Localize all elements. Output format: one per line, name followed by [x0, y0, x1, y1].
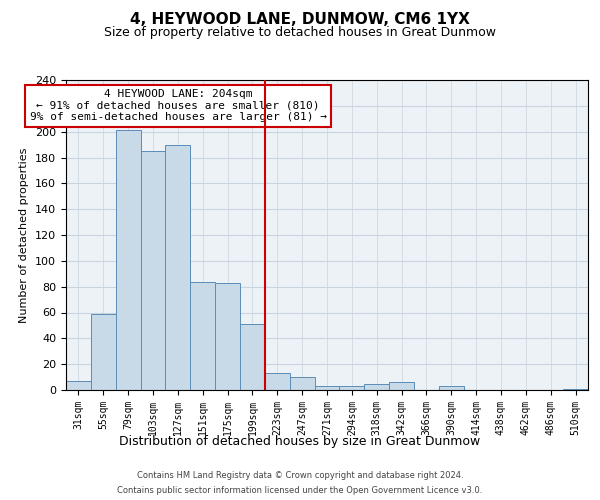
Bar — [340, 386, 364, 390]
Bar — [290, 377, 314, 390]
Bar — [215, 283, 240, 390]
Text: Size of property relative to detached houses in Great Dunmow: Size of property relative to detached ho… — [104, 26, 496, 39]
Bar — [116, 130, 140, 390]
Bar — [364, 384, 389, 390]
Y-axis label: Number of detached properties: Number of detached properties — [19, 148, 29, 322]
Bar — [389, 382, 414, 390]
Text: 4 HEYWOOD LANE: 204sqm
← 91% of detached houses are smaller (810)
9% of semi-det: 4 HEYWOOD LANE: 204sqm ← 91% of detached… — [30, 90, 327, 122]
Bar — [166, 144, 190, 390]
Bar — [91, 314, 116, 390]
Bar — [265, 373, 290, 390]
Bar — [190, 282, 215, 390]
Text: 4, HEYWOOD LANE, DUNMOW, CM6 1YX: 4, HEYWOOD LANE, DUNMOW, CM6 1YX — [130, 12, 470, 28]
Text: Distribution of detached houses by size in Great Dunmow: Distribution of detached houses by size … — [119, 435, 481, 448]
Text: Contains public sector information licensed under the Open Government Licence v3: Contains public sector information licen… — [118, 486, 482, 495]
Bar — [314, 386, 340, 390]
Bar — [66, 381, 91, 390]
Bar — [563, 388, 588, 390]
Bar — [140, 151, 166, 390]
Text: Contains HM Land Registry data © Crown copyright and database right 2024.: Contains HM Land Registry data © Crown c… — [137, 471, 463, 480]
Bar — [240, 324, 265, 390]
Bar — [439, 386, 464, 390]
